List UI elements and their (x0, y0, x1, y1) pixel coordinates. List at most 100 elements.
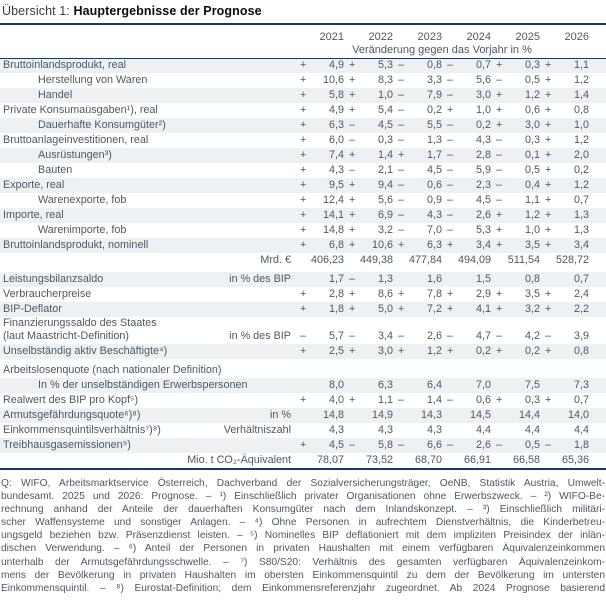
value-cell: 14,3 (393, 408, 442, 423)
value-sign: – (398, 89, 405, 101)
value-pair: +9,4 (349, 179, 393, 192)
value-cell: 14,4 (491, 408, 540, 423)
value-sign: + (545, 224, 552, 236)
value-cell: +8,3 (344, 73, 393, 88)
value-cell: 14,9 (344, 408, 393, 423)
value-pair: – 5,5 (398, 119, 442, 132)
value-pair: +1,2 (545, 134, 589, 147)
row-label-cell: Treibhausgasemissionen⁹) (0, 438, 295, 453)
value-sign: – (496, 330, 503, 342)
value-sign: + (545, 59, 552, 71)
value-number: 1,2 (426, 345, 442, 357)
value-number: 7,8 (426, 288, 442, 300)
value-cell: +1,2 (540, 133, 606, 148)
value-sign: + (398, 303, 405, 315)
value-pair: +1,2 (545, 74, 589, 87)
value-sign: + (300, 104, 307, 116)
value-sign: + (496, 224, 503, 236)
value-number: 449,38 (359, 254, 393, 266)
value-pair: +8,6 (349, 288, 393, 301)
value-pair: +1,0 (496, 224, 540, 237)
value-cell: – 0,2 (442, 118, 491, 133)
value-cell: – 4,5 (344, 118, 393, 133)
value-cell: +1,0 (344, 88, 393, 103)
value-pair: – 4,3 (398, 209, 442, 222)
value-number: 14,8 (322, 224, 344, 236)
value-sign: + (300, 149, 307, 161)
value-pair: +3,2 (496, 303, 540, 316)
value-pair: +0,3 (496, 394, 540, 407)
value-cell: – 4,3 (442, 133, 491, 148)
value-sign: – (447, 179, 454, 191)
value-cell: – 3,3 (393, 73, 442, 88)
value-number: 1,7 (328, 273, 344, 285)
row-label-cell: Mrd. € (0, 253, 295, 268)
footnote-line: unterhalb der Armutsgefährdungsschwelle.… (1, 556, 605, 568)
value-cell: – 4,2 (491, 317, 540, 344)
value-number: 406,23 (310, 254, 344, 266)
value-number: 3,0 (475, 89, 491, 101)
value-pair: 511,54 (496, 254, 540, 267)
row-label-wrap: Einkommensquintilsverhältnis⁷)⁸) Verhältn… (3, 424, 291, 437)
table-row: Treibhausgasemissionen⁹) +4,5–5,8–6,6–2,6… (0, 438, 606, 453)
value-number: 5,9 (475, 164, 491, 176)
value-number: 1,6 (426, 273, 442, 285)
value-cell: – 1,1 (491, 193, 540, 208)
value-cell: 73,52 (344, 453, 393, 468)
value-pair: 6,4 (398, 379, 442, 392)
row-label: BIP-Deflator (3, 303, 62, 315)
row-label-wrap: Treibhausgasemissionen⁹) (3, 439, 291, 452)
value-number: 1,8 (573, 439, 589, 451)
value-cell: 511,54 (491, 253, 540, 268)
value-number: 2,5 (328, 345, 344, 357)
year-header: 2026 (564, 31, 589, 43)
value-sign: + (545, 134, 552, 146)
value-pair: +14,8 (300, 224, 344, 237)
row-label-wrap: Verbraucherpreise (3, 288, 291, 301)
value-cell: – 2,3 (442, 178, 491, 193)
value-number: 6,4 (426, 379, 442, 391)
value-cell: – 2,8 (442, 148, 491, 163)
row-label-wrap: Finanzierungssaldo des Staates (laut Maa… (3, 317, 291, 343)
value-sign: – (349, 330, 356, 342)
value-pair: +8,3 (349, 74, 393, 87)
value-cell: 65,36 (540, 453, 606, 468)
value-sign: – (398, 74, 405, 86)
value-cell: +6,0 (295, 133, 344, 148)
row-label: Exporte, real (3, 179, 65, 191)
value-number: 528,72 (555, 254, 589, 266)
row-unit: in % (269, 409, 291, 421)
value-number: 0,4 (524, 179, 540, 191)
value-cell: +1,3 (540, 223, 606, 238)
value-cell: – 0,6 (393, 178, 442, 193)
row-label-cell: Leistungsbilanzsaldo in % des BIP (0, 272, 295, 287)
value-pair: +3,2 (349, 224, 393, 237)
value-number: 7,9 (426, 89, 442, 101)
value-cell: 406,23 (295, 253, 344, 268)
value-cell: – 3,0 (442, 88, 491, 103)
value-cell: 14,5 (442, 408, 491, 423)
value-sign: + (496, 288, 503, 300)
value-sign: – (496, 149, 503, 161)
row-label-wrap: Warenimporte, fob (3, 224, 291, 237)
value-cell: +7,2 (393, 302, 442, 317)
value-cell: +5,8 (295, 88, 344, 103)
value-number: 1,4 (426, 394, 442, 406)
value-cell: +3,4 (442, 238, 491, 253)
footnote-line: scher Waffensysteme und sonstiger Anlage… (1, 517, 605, 529)
value-sign: + (300, 134, 307, 146)
value-pair: – 4,3 (447, 134, 491, 147)
value-cell: +1,2 (491, 208, 540, 223)
value-number: 6,3 (426, 239, 442, 251)
value-sign: + (300, 179, 307, 191)
value-sign: – (496, 74, 503, 86)
value-sign: + (545, 209, 552, 221)
value-sign: – (349, 439, 356, 451)
value-number: 14,3 (420, 409, 442, 421)
value-number: 0,7 (573, 273, 589, 285)
value-sign: + (349, 104, 356, 116)
value-number: 6,3 (377, 379, 393, 391)
value-number: 3,0 (524, 119, 540, 131)
row-label: Handel (38, 89, 73, 101)
row-label: Treibhausgasemissionen⁹) (3, 439, 131, 451)
